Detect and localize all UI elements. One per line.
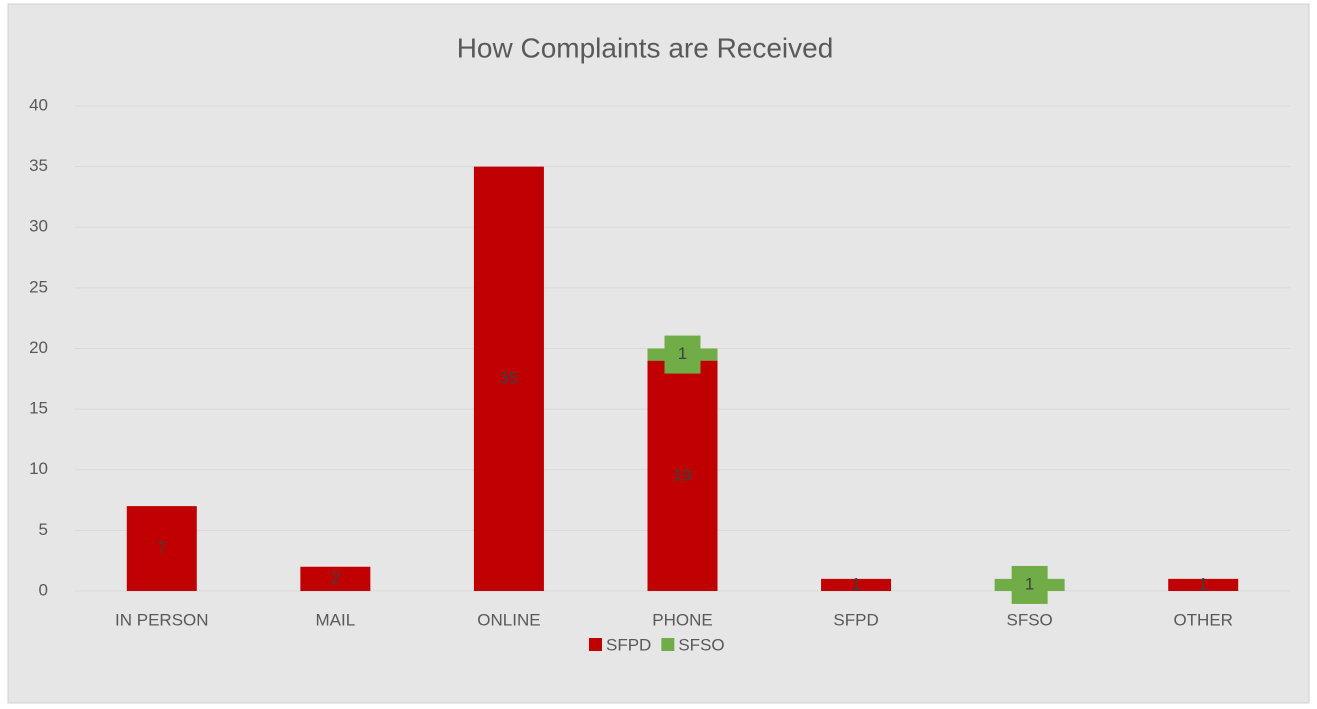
- y-tick-label: 20: [29, 338, 48, 357]
- data-label-box: [1011, 565, 1048, 604]
- y-tick-label: 30: [29, 217, 48, 236]
- x-tick-label: PHONE: [652, 610, 712, 629]
- bar-segment: [473, 166, 544, 591]
- data-label: 35: [499, 368, 518, 387]
- y-tick-label: 15: [29, 399, 48, 418]
- data-label-box: [664, 335, 701, 374]
- legend-swatch: [589, 638, 602, 651]
- y-tick-label: 0: [39, 580, 48, 599]
- chart-title: How Complaints are Received: [457, 32, 834, 63]
- x-tick-label: SFSO: [1006, 610, 1052, 629]
- data-label: 1: [1198, 574, 1207, 593]
- x-tick-label: ONLINE: [477, 610, 540, 629]
- data-label: 1: [851, 574, 860, 593]
- x-tick-label: IN PERSON: [115, 610, 209, 629]
- legend-swatch: [661, 638, 675, 651]
- y-tick-label: 25: [29, 277, 48, 296]
- legend-label: SFPD: [606, 635, 651, 654]
- y-tick-label: 10: [29, 459, 48, 478]
- data-label: 19: [673, 465, 692, 484]
- data-label: 7: [157, 538, 166, 557]
- x-tick-label: MAIL: [316, 610, 356, 629]
- x-tick-label: SFPD: [833, 610, 878, 629]
- bar-segment: [821, 578, 892, 591]
- bar-segment: [1168, 578, 1239, 591]
- y-tick-label: 5: [39, 520, 48, 539]
- y-tick-label: 40: [29, 95, 48, 114]
- bar-segment: [126, 506, 197, 591]
- bar-segment: [647, 360, 718, 591]
- bar-segment: [300, 566, 371, 591]
- data-label: 1: [1025, 574, 1034, 593]
- data-label: 1: [678, 344, 687, 363]
- legend-label: SFSO: [678, 635, 724, 654]
- data-label: 2: [331, 568, 340, 587]
- y-tick-label: 35: [29, 156, 48, 175]
- x-tick-label: OTHER: [1173, 610, 1233, 629]
